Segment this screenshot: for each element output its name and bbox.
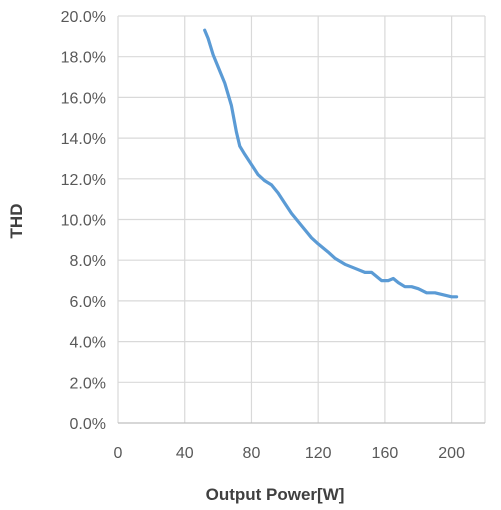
x-tick-label: 40 bbox=[176, 445, 194, 462]
y-axis-title: THD bbox=[7, 204, 26, 239]
x-axis-title: Output Power[W] bbox=[206, 485, 345, 504]
y-tick-label: 8.0% bbox=[70, 253, 106, 270]
y-tick-label: 18.0% bbox=[61, 50, 106, 67]
x-tick-label: 120 bbox=[305, 445, 332, 462]
y-tick-labels: 0.0% 2.0% 4.0% 6.0% 8.0% 10.0% 12.0% 14.0% 16.0%… bbox=[61, 9, 106, 433]
y-tick-label: 10.0% bbox=[61, 213, 106, 230]
y-tick-label: 14.0% bbox=[61, 131, 106, 148]
x-tick-labels: 0 40 80 120 160 200 bbox=[114, 445, 466, 462]
x-tick-label: 200 bbox=[438, 445, 465, 462]
y-tick-label: 20.0% bbox=[61, 9, 106, 26]
x-tick-label: 160 bbox=[372, 445, 399, 462]
y-tick-label: 2.0% bbox=[70, 375, 106, 392]
y-tick-label: 6.0% bbox=[70, 294, 106, 311]
y-tick-label: 4.0% bbox=[70, 335, 106, 352]
thd-series-line bbox=[205, 30, 457, 297]
y-tick-label: 0.0% bbox=[70, 416, 106, 433]
series-layer bbox=[205, 30, 457, 297]
x-tick-label: 80 bbox=[243, 445, 261, 462]
x-tick-label: 0 bbox=[114, 445, 123, 462]
y-tick-label: 12.0% bbox=[61, 172, 106, 189]
y-tick-label: 16.0% bbox=[61, 90, 106, 107]
grid-lines bbox=[118, 16, 485, 423]
